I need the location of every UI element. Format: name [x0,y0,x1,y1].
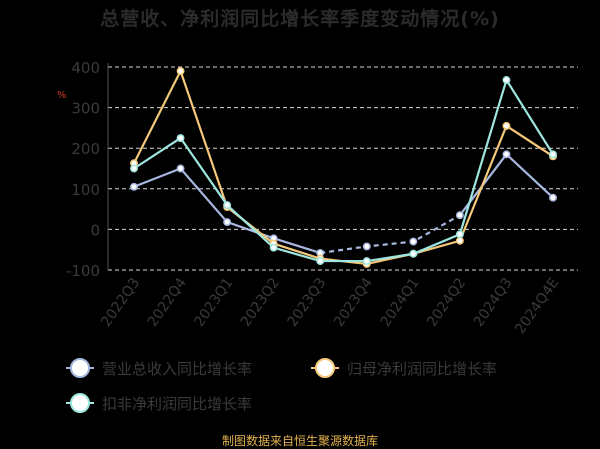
data-point [549,150,557,159]
chart-title: 总营收、净利润同比增长率季度变动情况(%) [100,8,500,30]
x-tick-label: 2024Q1 [378,275,423,330]
data-point [269,243,278,252]
data-point [455,236,464,245]
legend-label: 归母净利润同比增长率 [347,360,497,378]
series-line [133,68,554,266]
data-point [502,76,511,84]
y-tick-label: 300 [71,100,100,118]
x-tick-label: 2023Q4 [331,275,376,330]
x-tick-label: 2024Q4E [512,275,562,337]
x-tick-label: 2022Q4 [145,275,190,330]
data-point [223,201,232,209]
legend-marker [70,358,90,378]
legend-marker [315,358,335,378]
data-point [130,164,138,173]
legend-label: 营业总收入同比增长率 [102,360,252,378]
data-point [176,134,185,143]
data-point [130,182,138,191]
data-point [409,237,418,246]
data-point [502,150,511,159]
data-source-footer: 制图数据来自恒生聚源数据库 [221,434,378,448]
data-point [223,218,232,227]
data-point [176,67,185,76]
y-tick-label: 100 [71,181,100,199]
data-point [409,249,418,258]
x-tick-label: 2023Q3 [285,275,330,330]
x-tick-label: 2023Q1 [191,275,236,330]
data-point [362,242,371,251]
data-point [316,257,325,266]
data-point [502,121,511,130]
y-axis-unit-label: % [57,90,67,101]
series-line-dashed [320,214,461,255]
data-point [455,230,464,239]
x-tick-label: 2022Q3 [98,275,143,330]
y-tick-label: -100 [66,262,100,280]
legend-marker [70,393,90,413]
y-tick-label: 200 [71,140,100,158]
data-point [176,164,185,173]
data-point [455,211,464,220]
data-point [549,193,557,202]
x-tick-label: 2024Q2 [424,275,469,330]
data-point [362,257,371,266]
series-line [133,77,554,263]
y-tick-label: 0 [90,221,100,239]
x-tick-label: 2024Q3 [471,275,516,330]
x-tick-label: 2023Q2 [238,275,283,330]
legend-label: 扣非净利润同比增长率 [102,395,252,413]
y-tick-label: 400 [71,59,100,77]
